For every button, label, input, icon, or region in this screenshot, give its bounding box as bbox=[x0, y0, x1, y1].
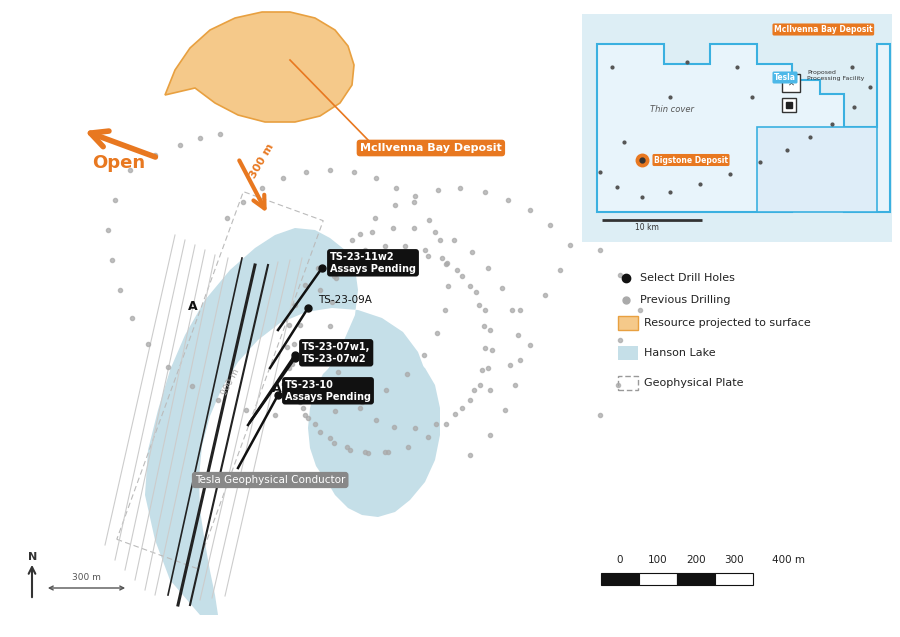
Polygon shape bbox=[165, 12, 354, 122]
Text: ✕: ✕ bbox=[788, 78, 795, 87]
Text: Geophysical Plate: Geophysical Plate bbox=[644, 378, 743, 388]
Bar bbox=[782, 74, 800, 92]
Text: 100: 100 bbox=[648, 555, 668, 565]
Bar bbox=[618, 346, 638, 360]
Bar bbox=[715, 573, 753, 585]
Text: Tesla Geophysical Conductor: Tesla Geophysical Conductor bbox=[195, 475, 346, 485]
Text: Thin cover: Thin cover bbox=[650, 105, 694, 114]
Text: A: A bbox=[188, 300, 198, 313]
Text: 300: 300 bbox=[724, 555, 743, 565]
Text: 400 m: 400 m bbox=[772, 555, 805, 565]
Bar bbox=[601, 573, 639, 585]
Text: Hanson Lake: Hanson Lake bbox=[644, 348, 716, 358]
Text: A': A' bbox=[272, 382, 285, 395]
Polygon shape bbox=[597, 44, 890, 212]
Bar bbox=[618, 376, 638, 390]
Bar bbox=[639, 573, 677, 585]
Text: TS-23-11w2
Assays Pending: TS-23-11w2 Assays Pending bbox=[330, 252, 416, 274]
Text: Bigstone Deposit: Bigstone Deposit bbox=[654, 155, 728, 164]
Bar bbox=[782, 98, 796, 112]
Polygon shape bbox=[145, 228, 440, 615]
Bar bbox=[618, 316, 638, 330]
Text: Proposed
Processing Facility: Proposed Processing Facility bbox=[807, 70, 864, 81]
Polygon shape bbox=[757, 127, 877, 212]
Text: 300 m: 300 m bbox=[248, 142, 275, 180]
Text: Resource projected to surface: Resource projected to surface bbox=[644, 318, 811, 328]
Text: Previous Drilling: Previous Drilling bbox=[640, 295, 731, 305]
Text: Tesla: Tesla bbox=[774, 73, 796, 82]
Text: Open: Open bbox=[92, 154, 145, 172]
Text: 200: 200 bbox=[686, 555, 706, 565]
Text: McIlvenna Bay Deposit: McIlvenna Bay Deposit bbox=[360, 143, 502, 153]
Text: TS-23-07w1,
TS-23-07w2: TS-23-07w1, TS-23-07w2 bbox=[302, 342, 371, 364]
Text: 10 km: 10 km bbox=[635, 223, 659, 232]
Bar bbox=[117, 192, 323, 568]
Text: 0: 0 bbox=[616, 555, 623, 565]
Polygon shape bbox=[582, 14, 892, 242]
Text: 900 m: 900 m bbox=[220, 368, 241, 397]
Text: Select Drill Holes: Select Drill Holes bbox=[640, 273, 735, 283]
Text: McIlvenna Bay Deposit: McIlvenna Bay Deposit bbox=[774, 25, 873, 34]
Text: 300 m: 300 m bbox=[72, 573, 101, 582]
Text: TS-23-09A: TS-23-09A bbox=[318, 295, 372, 305]
Text: TS-23-10
Assays Pending: TS-23-10 Assays Pending bbox=[285, 380, 371, 401]
Text: N: N bbox=[28, 552, 37, 562]
Bar bbox=[677, 573, 715, 585]
